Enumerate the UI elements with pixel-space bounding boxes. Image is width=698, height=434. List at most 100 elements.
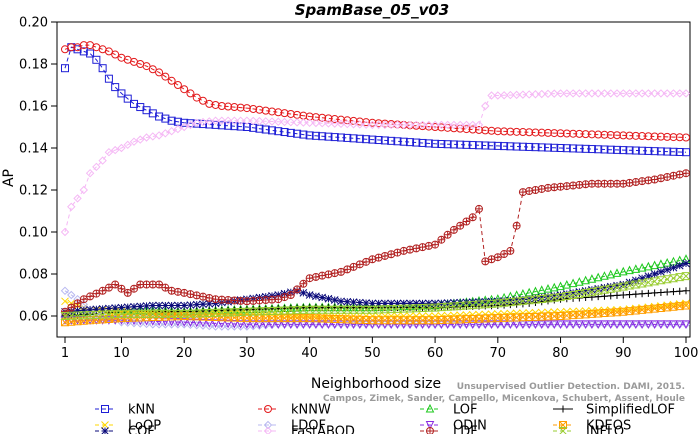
data-point-knn [217, 121, 226, 130]
data-point-odin [317, 320, 327, 330]
data-point-cof [161, 301, 170, 310]
series-fastabod [60, 89, 690, 237]
data-point-knnw [487, 126, 496, 135]
data-point-knnw [111, 50, 120, 59]
data-point-ldof [230, 322, 239, 331]
data-point-ldof [136, 319, 145, 328]
data-point-knn [493, 141, 502, 150]
data-point-odin [637, 320, 647, 330]
data-point-knnw [443, 123, 452, 132]
data-point-fastabod [418, 120, 427, 130]
data-point-cof [105, 304, 113, 313]
data-point-knnw [286, 109, 295, 118]
data-point-knnw [337, 115, 345, 124]
data-point-knnw [600, 130, 609, 139]
data-point-inflo [279, 306, 290, 315]
data-point-knn [587, 145, 596, 154]
data-point-knn [180, 118, 189, 127]
data-point-ldf [293, 285, 302, 294]
data-point-fastabod [656, 89, 666, 98]
data-point-knnw [613, 131, 621, 140]
data-point-cof [92, 305, 101, 314]
data-point-ldf [531, 186, 540, 194]
data-point-fastabod [625, 89, 634, 98]
data-point-knn [230, 122, 239, 131]
data-point-cof [468, 298, 477, 306]
data-point-cof [155, 301, 163, 310]
data-point-fastabod [79, 185, 89, 195]
data-point-inflo [461, 301, 472, 310]
data-point-ldf [192, 291, 201, 300]
data-point-odin [342, 320, 352, 330]
data-point-simplifiedlof [651, 289, 659, 297]
data-point-fastabod [568, 89, 578, 98]
data-point-inflo [606, 284, 616, 293]
data-point-inflo [668, 274, 679, 283]
data-point-lof [650, 260, 659, 270]
data-point-fastabod [631, 89, 641, 98]
data-point-inflo [518, 296, 528, 305]
data-point-cof [682, 259, 690, 268]
data-point-cof [556, 291, 565, 299]
data-point-ldf [512, 221, 521, 230]
data-point-simplifiedlof [632, 290, 640, 298]
data-point-fastabod [681, 89, 690, 98]
data-point-inflo [336, 305, 346, 314]
legend-label-ldf: LDF [453, 425, 478, 434]
data-point-knnw [199, 96, 207, 105]
data-point-cof [594, 284, 603, 293]
data-point-lof [656, 259, 666, 268]
data-point-ldf [406, 245, 415, 254]
data-point-ldf [663, 172, 672, 181]
data-point-inflo [179, 309, 189, 318]
data-point-inflo [549, 293, 559, 302]
data-point-knn [104, 74, 113, 83]
data-point-cof [487, 297, 496, 306]
data-point-knn [305, 131, 314, 140]
legend-item-fastabod: FastABOD [258, 425, 355, 434]
data-point-odin [299, 320, 308, 330]
data-point-fastabod [205, 117, 214, 126]
data-point-fastabod [600, 89, 609, 98]
data-point-inflo [430, 303, 440, 312]
data-point-fastabod [223, 116, 233, 125]
data-point-ldf [675, 170, 684, 179]
data-point-cof [575, 287, 584, 296]
data-point-fastabod [117, 143, 126, 153]
data-point-ldf [117, 284, 126, 293]
data-point-fastabod [236, 116, 245, 125]
data-point-cof [424, 299, 433, 308]
data-point-fastabod [644, 89, 653, 98]
data-point-fastabod [161, 129, 170, 138]
data-point-knnw [180, 85, 189, 94]
data-point-inflo [229, 308, 240, 317]
data-point-knnw [374, 119, 383, 128]
data-point-knnw [468, 125, 477, 134]
legend-label-knnw: kNNW [291, 403, 331, 418]
plot-area [56, 21, 691, 338]
data-point-lof [644, 261, 653, 271]
data-point-knn [424, 139, 433, 148]
data-point-inflo [386, 305, 396, 314]
data-point-fastabod [217, 116, 227, 125]
data-point-simplifiedlof [657, 288, 665, 296]
legend-item-loop: LoOP [95, 419, 161, 434]
data-point-knn [669, 147, 678, 156]
data-point-knn [456, 140, 465, 149]
series-knn [61, 43, 690, 157]
data-point-knn [575, 144, 584, 153]
data-point-cof [606, 282, 615, 291]
data-point-fastabod [92, 162, 101, 172]
data-point-cof [186, 301, 195, 309]
data-point-inflo [292, 306, 302, 315]
data-point-odin [324, 320, 333, 330]
data-point-cof [581, 286, 590, 295]
data-point-knnw [186, 89, 195, 98]
data-point-knn [581, 144, 590, 153]
data-point-knn [330, 133, 339, 142]
data-point-inflo [530, 295, 541, 304]
data-point-cof [174, 301, 182, 310]
data-point-cof [644, 272, 653, 280]
data-point-knn [650, 147, 659, 156]
